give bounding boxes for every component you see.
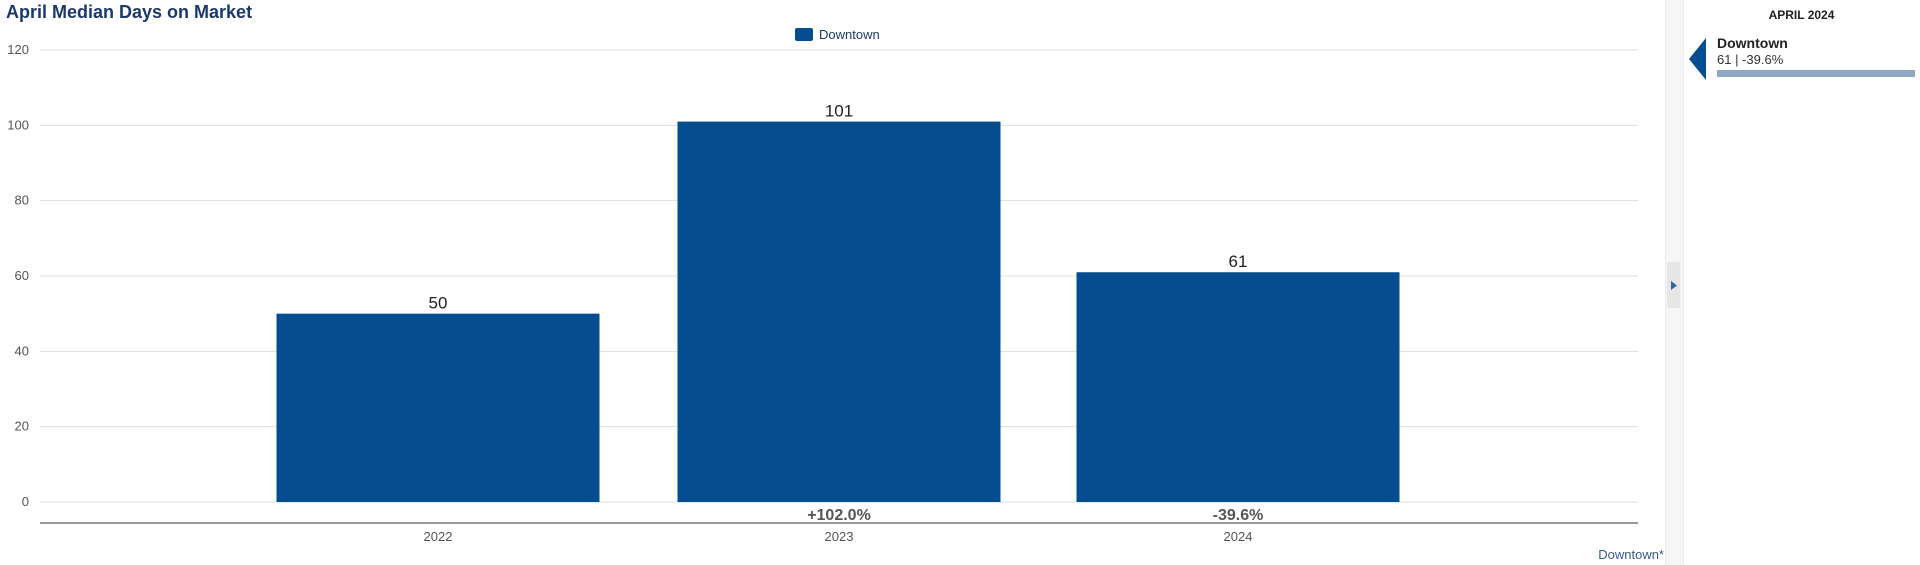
y-axis-ticks: 0 20 40 60 80 100 120 <box>7 42 29 509</box>
y-tick-label: 60 <box>15 268 29 283</box>
legend-swatch <box>795 28 813 41</box>
change-label: +102.0% <box>807 507 871 524</box>
x-axis: 2022 2023 2024 <box>40 522 1638 544</box>
change-label: -39.6% <box>1213 507 1264 524</box>
x-tick-label: 2023 <box>825 529 854 544</box>
data-label: 61 <box>1229 252 1248 271</box>
chevron-right-icon <box>1670 280 1677 290</box>
x-tick-label: 2024 <box>1224 529 1253 544</box>
y-tick-label: 0 <box>22 494 29 509</box>
y-tick-label: 40 <box>15 343 29 358</box>
y-tick-label: 80 <box>15 193 29 208</box>
chart-title: April Median Days on Market <box>6 2 253 22</box>
collapse-panel-button[interactable] <box>1667 262 1680 308</box>
data-labels: 50 101 61 <box>429 102 1248 313</box>
y-tick-label: 120 <box>7 42 29 57</box>
x-tick-label: 2022 <box>424 529 453 544</box>
bar-chart: 0 20 40 60 80 100 120 50 101 61 +102.0% -39.6% 20… <box>7 42 1638 544</box>
bar-2022[interactable] <box>276 313 600 502</box>
bars <box>276 121 1400 503</box>
bar-2023[interactable] <box>677 121 1001 503</box>
legend[interactable]: Downtown <box>795 27 880 42</box>
data-label: 50 <box>429 294 448 313</box>
y-tick-label: 20 <box>15 419 29 434</box>
panel-item-value: 61 | -39.6% <box>1717 52 1784 67</box>
bar-2024[interactable] <box>1076 272 1400 502</box>
data-label: 101 <box>825 102 853 121</box>
triangle-left-icon <box>1689 38 1706 80</box>
change-labels: +102.0% -39.6% <box>807 507 1263 524</box>
footer-label: Downtown* <box>1598 547 1664 562</box>
legend-label: Downtown <box>819 27 880 42</box>
panel-header: APRIL 2024 <box>1768 8 1835 22</box>
panel-item-bar <box>1717 70 1915 77</box>
panel-item-name: Downtown <box>1717 35 1788 51</box>
side-panel: APRIL 2024 Downtown 61 | -39.6% <box>1683 0 1920 565</box>
panel-item-downtown[interactable]: Downtown 61 | -39.6% <box>1689 34 1915 82</box>
y-tick-label: 100 <box>7 117 29 132</box>
